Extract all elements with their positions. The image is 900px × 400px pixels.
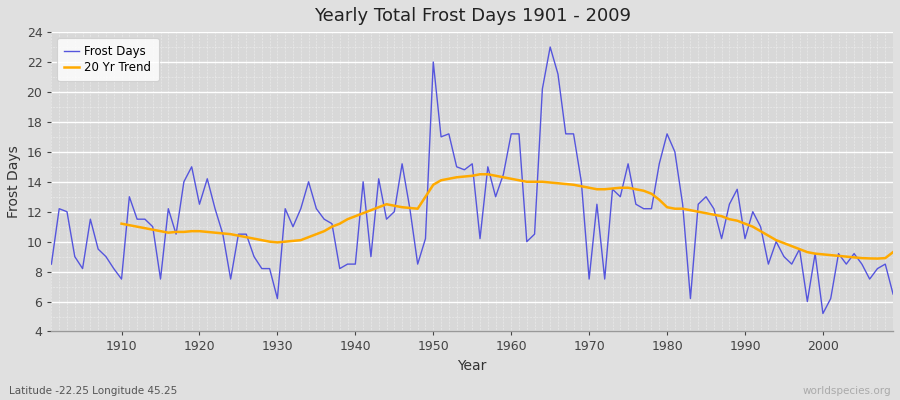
Frost Days [817,311,828,316]
Line: Frost Days: Frost Days [51,47,893,314]
20 Yr Trend [265,239,275,244]
Frost Days [544,45,555,50]
Frost Days [506,132,517,136]
20 Yr Trend [872,256,883,261]
Line: 20 Yr Trend: 20 Yr Trend [122,174,893,258]
Frost Days [46,262,57,266]
20 Yr Trend [116,221,127,226]
20 Yr Trend [295,238,306,242]
20 Yr Trend [887,250,898,254]
Frost Days [280,206,291,211]
20 Yr Trend [584,185,595,190]
Title: Yearly Total Frost Days 1901 - 2009: Yearly Total Frost Days 1901 - 2009 [314,7,631,25]
Frost Days [608,187,618,192]
20 Yr Trend [857,256,868,260]
X-axis label: Year: Year [457,359,487,373]
Frost Days [887,292,898,296]
Legend: Frost Days, 20 Yr Trend: Frost Days, 20 Yr Trend [58,38,158,81]
Y-axis label: Frost Days: Frost Days [7,145,21,218]
20 Yr Trend [474,172,485,177]
20 Yr Trend [521,179,532,184]
Frost Days [498,172,508,177]
Frost Days [327,221,338,226]
Text: Latitude -22.25 Longitude 45.25: Latitude -22.25 Longitude 45.25 [9,386,177,396]
Frost Days [108,266,119,271]
Text: worldspecies.org: worldspecies.org [803,386,891,396]
20 Yr Trend [833,254,844,258]
